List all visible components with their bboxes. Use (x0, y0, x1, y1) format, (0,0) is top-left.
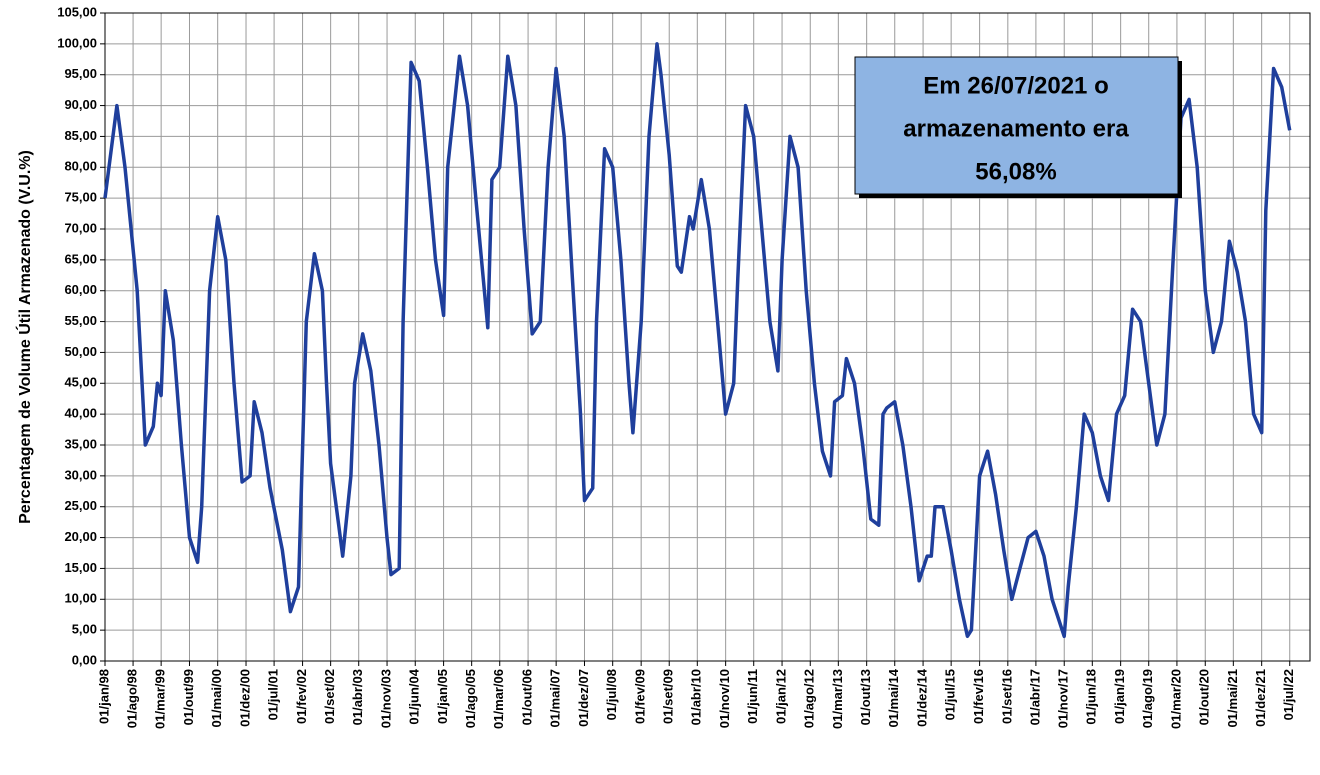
y-tick-label: 25,00 (64, 498, 97, 513)
y-tick-label: 10,00 (64, 591, 97, 606)
x-tick-label: 01/mar/20 (1168, 669, 1183, 729)
y-tick-label: 30,00 (64, 467, 97, 482)
x-tick-label: 01/mai/00 (209, 669, 224, 728)
y-tick-label: 60,00 (64, 282, 97, 297)
x-tick-label: 01/fev/09 (633, 669, 648, 724)
x-tick-label: 01/ago/12 (802, 669, 817, 728)
x-tick-label: 01/dez/14 (915, 668, 930, 727)
x-tick-label: 01/jan/12 (773, 669, 788, 724)
x-tick-label: 01/jul/01 (266, 669, 281, 720)
x-tick-label: 01/out/06 (520, 669, 535, 725)
x-tick-label: 01/jul/22 (1281, 669, 1296, 720)
x-tick-label: 01/jun/11 (745, 669, 760, 724)
x-tick-label: 01/fev/02 (294, 669, 309, 724)
y-tick-label: 65,00 (64, 251, 97, 266)
x-tick-label: 01/jul/08 (604, 669, 619, 720)
y-tick-label: 105,00 (57, 4, 97, 19)
x-tick-label: 01/nov/17 (1056, 669, 1071, 728)
x-tick-label: 01/out/99 (181, 669, 196, 725)
series-line (103, 42, 1292, 639)
y-tick-label: 40,00 (64, 406, 97, 421)
annotation-text: 56,08% (975, 158, 1056, 185)
annotation-text: armazenamento era (903, 115, 1129, 142)
x-tick-label: 01/set/02 (322, 669, 337, 724)
y-tick-label: 50,00 (64, 344, 97, 359)
x-tick-label: 01/abr/10 (689, 669, 704, 725)
y-tick-label: 85,00 (64, 128, 97, 143)
x-tick-label: 01/jun/04 (407, 668, 422, 724)
x-tick-label: 01/ago/98 (125, 669, 140, 728)
y-tick-label: 35,00 (64, 436, 97, 451)
y-tick-label: 80,00 (64, 159, 97, 174)
annotation-text: Em 26/07/2021 o (923, 72, 1108, 99)
y-tick-label: 90,00 (64, 97, 97, 112)
x-tick-label: 01/nov/03 (378, 669, 393, 728)
y-tick-label: 0,00 (72, 652, 97, 667)
x-tick-label: 01/ago/05 (463, 669, 478, 728)
x-tick-label: 01/mar/06 (491, 669, 506, 729)
x-tick-label: 01/jun/18 (1084, 669, 1099, 725)
y-tick-label: 100,00 (57, 35, 97, 50)
x-tick-label: 01/out/13 (858, 669, 873, 725)
x-tick-label: 01/mar/99 (153, 669, 168, 729)
x-tick-label: 01/nov/10 (717, 669, 732, 728)
y-tick-label: 5,00 (72, 622, 97, 637)
x-tick-label: 01/mai/21 (1225, 669, 1240, 728)
x-tick-label: 01/jul/15 (943, 669, 958, 720)
plot-border (104, 12, 1311, 662)
y-axis-label: Percentagem de Volume Útil Armazenado (V… (15, 150, 34, 524)
y-tick-label: 55,00 (64, 313, 97, 328)
x-tick-label: 01/ago/19 (1140, 669, 1155, 728)
x-tick-label: 01/jan/19 (1112, 669, 1127, 724)
y-tick-label: 45,00 (64, 375, 97, 390)
x-tick-label: 01/abr/03 (350, 669, 365, 725)
x-tick-label: 01/set/09 (661, 669, 676, 724)
x-tick-label: 01/abr/17 (1027, 669, 1042, 725)
x-tick-label: 01/jan/05 (435, 669, 450, 724)
annotation-box (854, 56, 1179, 195)
x-tick-label: 01/mar/13 (830, 669, 845, 729)
x-tick-label: 01/fev/16 (971, 669, 986, 724)
x-tick-label: 01/jan/98 (96, 669, 111, 724)
x-tick-label: 01/dez/00 (237, 669, 252, 727)
y-tick-label: 70,00 (64, 220, 97, 235)
x-tick-label: 01/set/16 (999, 669, 1014, 724)
y-tick-label: 75,00 (64, 190, 97, 205)
x-tick-label: 01/dez/21 (1253, 669, 1268, 727)
y-tick-label: 15,00 (64, 560, 97, 575)
y-tick-label: 20,00 (64, 529, 97, 544)
x-tick-label: 01/dez/07 (576, 669, 591, 727)
x-tick-label: 01/mai/07 (548, 669, 563, 728)
y-tick-label: 95,00 (64, 66, 97, 81)
x-tick-label: 01/mai/14 (886, 668, 901, 727)
x-tick-label: 01/out/20 (1197, 669, 1212, 725)
